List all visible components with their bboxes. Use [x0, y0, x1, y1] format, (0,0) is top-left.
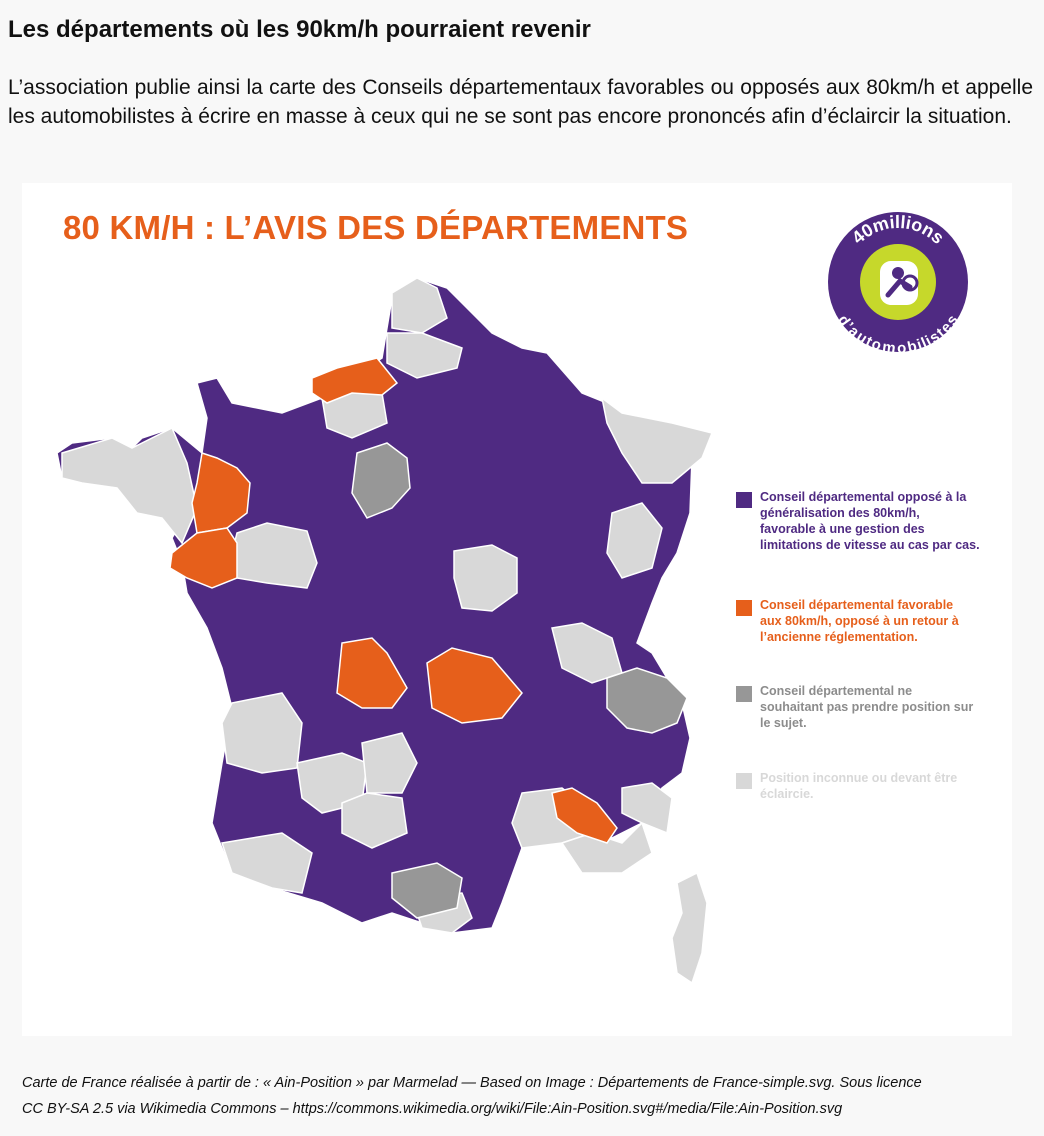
legend-swatch: [736, 600, 752, 616]
legend-item-no-position: Conseil départemental ne souhaitant pas …: [736, 683, 986, 731]
legend-item-favorable: Conseil départemental favorable aux 80km…: [736, 597, 986, 645]
caption-line: Carte de France réalisée à partir de : «…: [22, 1075, 922, 1091]
logo-40-millions: 40millions d’automobilistes: [828, 212, 968, 357]
legend-label-line: Conseil départemental opposé à la: [760, 490, 967, 504]
legend-swatch: [736, 492, 752, 508]
caption-line: CC BY-SA 2.5 via Wikimedia Commons – htt…: [22, 1101, 843, 1117]
legend-label-line: Conseil départemental ne: [760, 684, 913, 698]
legend-label-line: généralisation des 80km/h,: [760, 506, 920, 520]
favorable-regions: [169, 357, 618, 844]
france-departments-map: 40millions d’automobilistes: [56, 212, 968, 985]
legend-swatch: [736, 686, 752, 702]
article-heading: Les départements où les 90km/h pourraien…: [8, 16, 591, 43]
no-position-regions: [351, 442, 688, 919]
article-intro: L’association publie ainsi la carte des …: [8, 76, 1033, 128]
driver-at-wheel-icon: [885, 267, 919, 298]
figure-title: 80 KM/H : L’AVIS DES DÉPARTEMENTS: [63, 209, 689, 246]
map-legend: Conseil départemental opposé à la généra…: [736, 489, 986, 802]
legend-label-line: souhaitant pas prendre position sur: [760, 700, 974, 714]
map-figure: 80 KM/H : L’AVIS DES DÉPARTEMENTS: [22, 183, 1012, 1036]
legend-swatch: [736, 773, 752, 789]
legend-label-line: limitations de vitesse au cas par cas.: [760, 538, 980, 552]
legend-label-line: l’ancienne réglementation.: [760, 630, 918, 644]
legend-item-opposed: Conseil départemental opposé à la généra…: [736, 489, 986, 553]
legend-label-line: aux 80km/h, opposé à un retour à: [760, 614, 959, 628]
legend-label-line: Conseil départemental favorable: [760, 598, 954, 612]
legend-label-line: Position inconnue ou devant être: [760, 771, 958, 785]
legend-label-line: éclaircie.: [760, 787, 814, 801]
image-caption: Carte de France réalisée à partir de : «…: [22, 1070, 1022, 1122]
legend-label-line: favorable à une gestion des: [760, 522, 925, 536]
legend-label-line: le sujet.: [760, 716, 807, 730]
legend-item-unknown: Position inconnue ou devant être éclairc…: [736, 770, 986, 802]
